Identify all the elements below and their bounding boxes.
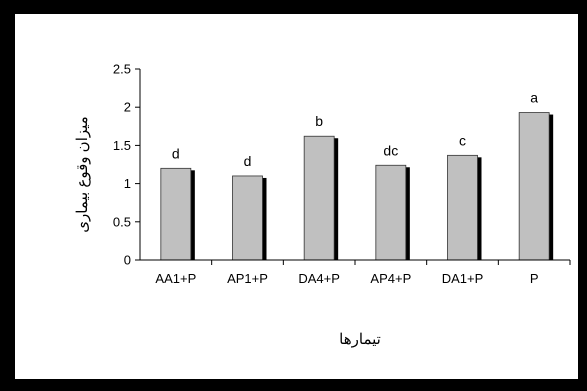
y-axis-ticks: 0 0.5 1 1.5 2 2.5 [113, 62, 140, 268]
significance-letter: dc [383, 142, 398, 158]
significance-letter: a [530, 90, 538, 106]
y-tick-label: 1.5 [113, 138, 131, 153]
bar-AA1+P [160, 167, 192, 261]
significance-letter: d [172, 145, 180, 161]
chart-panel: 0 0.5 1 1.5 2 2.5 d d b dc c a AA1+P AP1+P DA4+P AP4+… [15, 14, 578, 379]
significance-letter: c [459, 132, 466, 148]
x-tick-label: AP1+P [227, 271, 268, 286]
y-axis-label: میزان وقوع بیماری [74, 116, 91, 232]
x-tick-label: P [530, 271, 539, 286]
bar-P [518, 112, 550, 261]
y-tick-label: 0 [124, 253, 131, 268]
x-tick-label: AP4+P [370, 271, 411, 286]
x-axis-ticks: AA1+P AP1+P DA4+P AP4+P DA1+P P [155, 260, 571, 286]
bar-chart: 0 0.5 1 1.5 2 2.5 d d b dc c a AA1+P AP1+P DA4+P AP4+… [74, 62, 571, 348]
x-tick-label: DA4+P [298, 271, 340, 286]
y-tick-label: 0.5 [113, 214, 131, 229]
bars-group: d d b dc c a [160, 90, 554, 261]
x-axis-label: تیمارها [339, 331, 381, 348]
bar-DA4+P [303, 135, 335, 261]
y-tick-label: 1 [124, 176, 131, 191]
bar-DA1+P [447, 154, 478, 261]
y-tick-label: 2.5 [113, 62, 131, 77]
x-tick-label: DA1+P [442, 271, 484, 286]
x-tick-label: AA1+P [155, 271, 196, 286]
bar-AP1+P [232, 175, 263, 261]
y-tick-label: 2 [124, 100, 131, 115]
bar-AP4+P [375, 164, 407, 261]
significance-letter: d [244, 153, 252, 169]
significance-letter: b [315, 113, 323, 129]
